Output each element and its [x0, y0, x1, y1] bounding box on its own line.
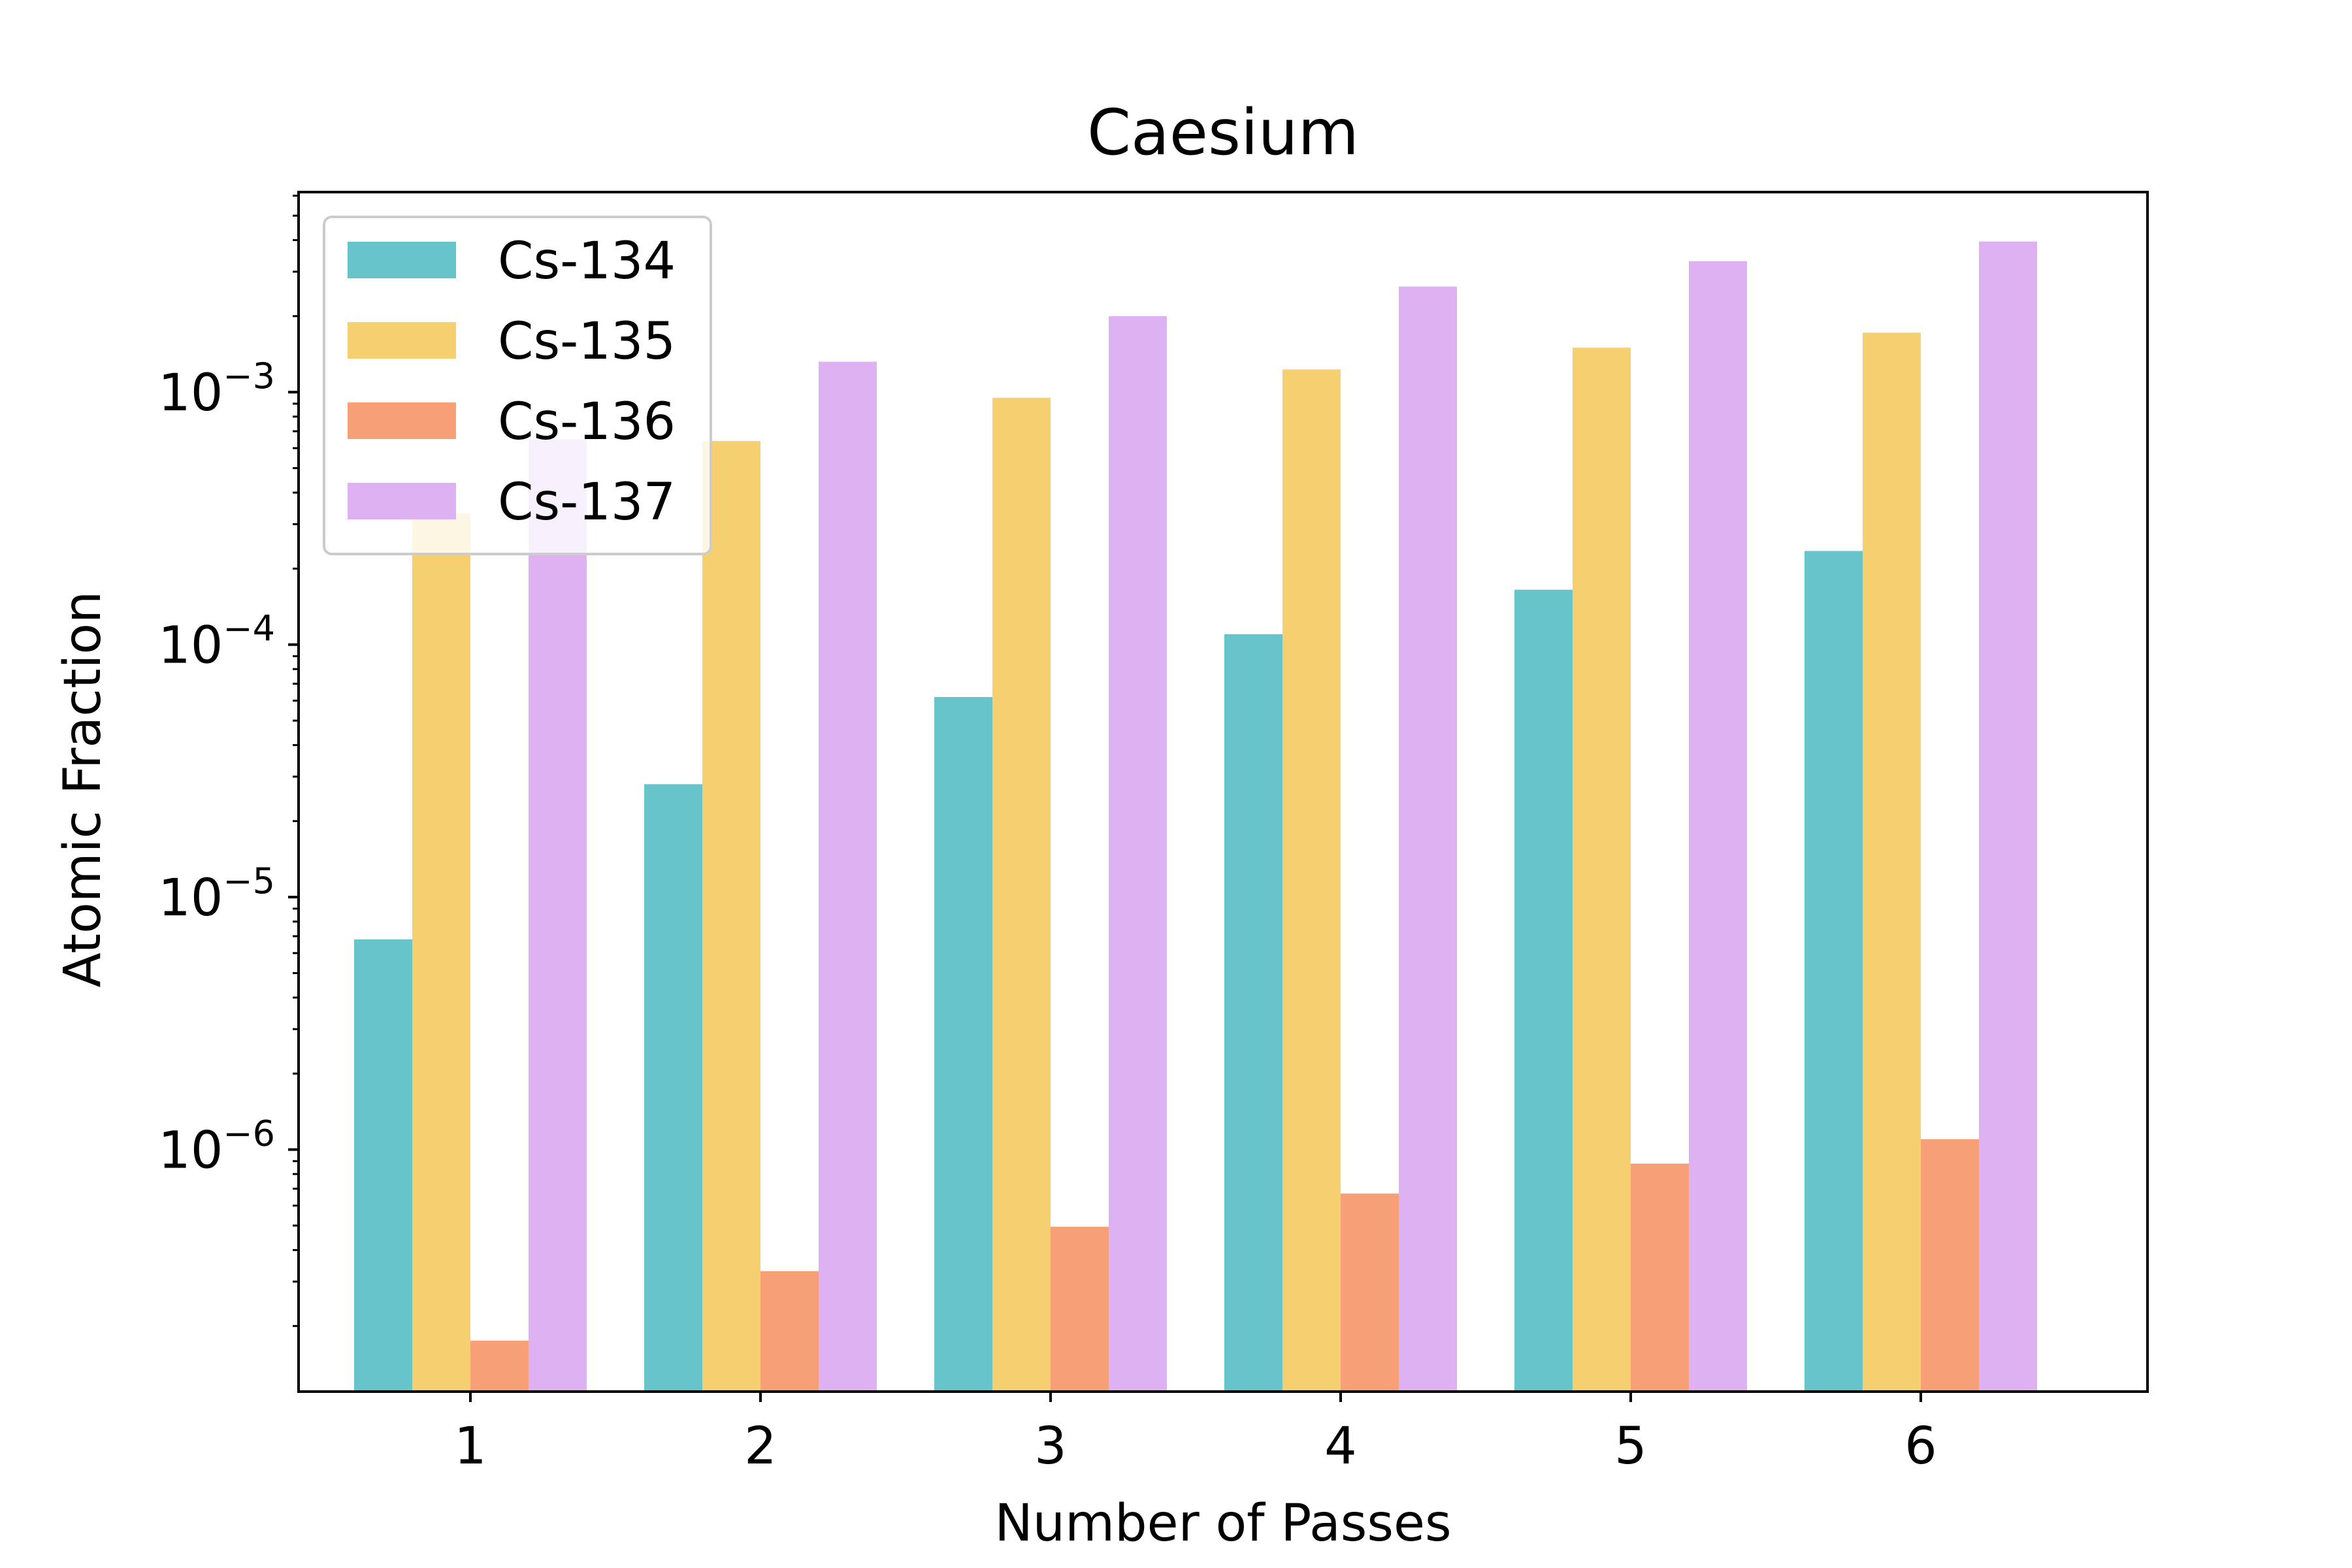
bar-cs-137-3 — [1109, 316, 1167, 1392]
bar-cs-137-6 — [1979, 241, 2037, 1392]
bar-cs-136-3 — [1051, 1226, 1109, 1392]
bar-cs-135-6 — [1863, 333, 1921, 1392]
bar-cs-135-4 — [1282, 369, 1341, 1392]
y-axis-label: Atomic Fraction — [54, 591, 112, 988]
chart-title: Caesium — [1087, 96, 1359, 169]
bars-group — [354, 241, 2037, 1392]
legend-swatch-cs-134 — [348, 242, 456, 278]
x-tick-label: 6 — [1904, 1417, 1937, 1476]
bar-cs-136-1 — [470, 1341, 529, 1392]
legend-label-cs-137: Cs-137 — [498, 473, 676, 532]
y-tick-label: 10−6 — [158, 1113, 275, 1181]
bar-cs-137-4 — [1399, 286, 1457, 1392]
bar-cs-134-4 — [1224, 634, 1282, 1392]
y-tick-label: 10−3 — [158, 355, 275, 423]
bar-cs-136-2 — [760, 1271, 819, 1392]
bar-cs-134-2 — [644, 784, 702, 1392]
legend-box — [323, 216, 712, 555]
bar-cs-134-5 — [1514, 589, 1573, 1392]
legend-label-cs-134: Cs-134 — [498, 232, 676, 291]
x-tick-label: 1 — [454, 1417, 487, 1476]
bar-cs-136-4 — [1341, 1193, 1399, 1392]
legend-label-cs-136: Cs-136 — [498, 393, 676, 451]
bar-cs-136-6 — [1921, 1139, 1979, 1392]
legend-label-cs-135: Cs-135 — [498, 312, 676, 371]
legend-swatch-cs-135 — [348, 322, 456, 359]
bar-cs-134-6 — [1805, 551, 1863, 1392]
legend: Cs-134 Cs-135 Cs-136 Cs-137 — [323, 216, 712, 555]
x-axis-label: Number of Passes — [994, 1494, 1451, 1553]
legend-swatch-cs-137 — [348, 483, 456, 519]
x-tick-label: 5 — [1614, 1417, 1647, 1476]
plot-frame — [297, 191, 2149, 1393]
bar-cs-137-1 — [529, 439, 587, 1392]
bar-cs-137-5 — [1689, 261, 1747, 1392]
x-tick-label: 4 — [1324, 1417, 1357, 1476]
y-tick-label: 10−4 — [158, 608, 275, 676]
x-tick-label: 2 — [744, 1417, 777, 1476]
y-ticks: 10−6 10−5 10−4 10−3 — [158, 355, 299, 1181]
bar-cs-135-2 — [702, 441, 760, 1392]
x-tick-label: 3 — [1034, 1417, 1067, 1476]
bar-cs-134-3 — [934, 696, 992, 1392]
legend-swatch-cs-136 — [348, 402, 456, 439]
bar-cs-135-3 — [992, 397, 1051, 1392]
bar-cs-134-1 — [354, 939, 412, 1392]
bar-cs-137-2 — [819, 361, 877, 1392]
bar-cs-135-5 — [1573, 348, 1631, 1392]
x-ticks: 1 2 3 4 5 6 — [454, 1392, 1937, 1476]
bar-cs-136-5 — [1631, 1164, 1689, 1392]
y-tick-label: 10−5 — [158, 860, 275, 928]
bar-cs-135-1 — [412, 514, 470, 1392]
